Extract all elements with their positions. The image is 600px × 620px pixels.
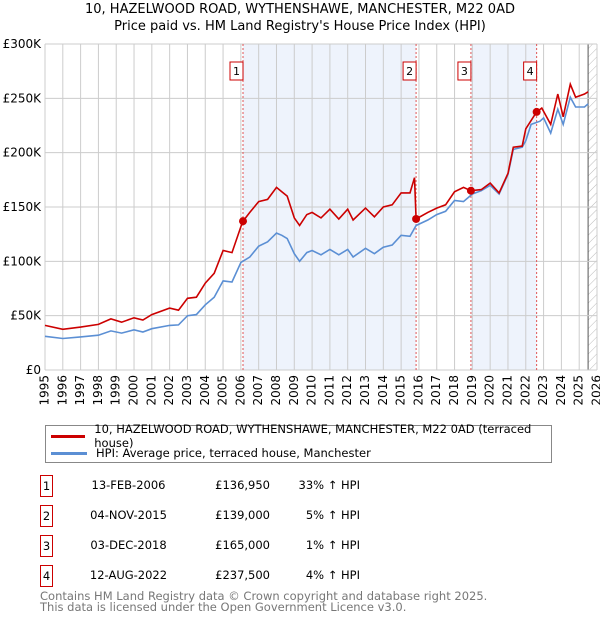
sale-point: [466, 186, 475, 195]
transaction-date: 13-FEB-2006: [91, 478, 166, 492]
transaction-hpi-change: 4% ↑ HPI: [305, 568, 360, 582]
y-tick-label: £300K: [3, 37, 43, 51]
x-tick-label: 1995: [38, 375, 52, 406]
y-tick-label: £100K: [3, 254, 43, 268]
x-tick-label: 2005: [216, 375, 230, 406]
red-line-swatch: [51, 434, 86, 438]
x-tick-label: 2017: [429, 375, 443, 406]
x-tick-label: 2016: [411, 375, 425, 406]
x-tick-label: 2015: [394, 375, 408, 406]
x-tick-label: 1997: [73, 375, 87, 406]
blue-line-swatch: [51, 451, 87, 455]
y-tick-label: £50K: [10, 309, 42, 323]
transaction-hpi-change: 1% ↑ HPI: [305, 538, 360, 552]
transaction-hpi-change: 33% ↑ HPI: [298, 478, 360, 492]
legend-item-property: 10, HAZELWOOD ROAD, WYTHENSHAWE, MANCHES…: [46, 422, 551, 450]
transaction-number-badge: 4: [40, 565, 53, 587]
footer-copyright: Contains HM Land Registry data © Crown c…: [40, 589, 488, 603]
x-tick-label: 2022: [518, 375, 532, 406]
transaction-row: 3 03-DEC-2018 £165,000 1% ↑ HPI: [40, 535, 440, 557]
chart-legend: 10, HAZELWOOD ROAD, WYTHENSHAWE, MANCHES…: [45, 422, 552, 463]
transaction-number-badge: 2: [40, 505, 53, 527]
sale-badge-box: [523, 61, 538, 81]
transaction-number-badge: 3: [40, 535, 53, 557]
x-tick-label: 2021: [500, 375, 514, 406]
y-tick-label: £0: [26, 363, 41, 377]
transaction-date: 03-DEC-2018: [90, 538, 167, 552]
x-tick-label: 2025: [572, 375, 586, 406]
transaction-number-badge: 1: [40, 475, 53, 497]
sale-badge-number: 3: [461, 65, 468, 78]
x-tick-label: 2003: [180, 375, 194, 406]
x-tick-label: 1999: [109, 375, 123, 406]
x-tick-label: 2004: [198, 375, 212, 406]
x-tick-label: 2008: [269, 375, 283, 406]
x-tick-label: 2000: [127, 375, 141, 406]
sale-badge-number: 2: [406, 65, 413, 78]
transaction-price: £165,000: [215, 538, 270, 552]
x-tick-label: 2007: [251, 375, 265, 406]
sale-badge-box: [457, 61, 472, 81]
transaction-date: 12-AUG-2022: [89, 568, 168, 582]
x-tick-label: 2026: [590, 375, 600, 406]
legend-item-hpi: HPI: Average price, terraced house, Manc…: [46, 445, 371, 461]
x-tick-label: 2001: [144, 375, 158, 406]
x-tick-label: 2019: [465, 375, 479, 406]
legend-label-property: 10, HAZELWOOD ROAD, WYTHENSHAWE, MANCHES…: [94, 422, 532, 450]
sale-badge-number: 1: [233, 65, 240, 78]
x-tick-label: 2013: [358, 375, 372, 406]
sale-badge-box: [402, 61, 417, 81]
sale-point: [239, 217, 248, 226]
y-tick-label: £150K: [3, 200, 43, 214]
x-tick-label: 1996: [55, 375, 69, 406]
price-chart: 1995 1996 1997 1998 1999 2000 2001 2002 2003 2004…: [3, 37, 600, 406]
x-tick-label: 2018: [447, 375, 461, 406]
y-tick-label: £200K: [3, 146, 43, 160]
transaction-price: £237,500: [215, 568, 270, 582]
legend-label-hpi: HPI: Average price, terraced house, Manc…: [96, 446, 371, 460]
x-tick-label: 2002: [162, 375, 176, 406]
chart-title: 10, HAZELWOOD ROAD, WYTHENSHAWE, MANCHES…: [85, 2, 515, 17]
x-tick-label: 2010: [305, 375, 319, 406]
transaction-price: £136,950: [215, 478, 270, 492]
sale-badge-number: 4: [527, 65, 534, 78]
sale-point: [412, 214, 421, 223]
sale-badge-box: [229, 61, 244, 81]
x-tick-label: 2009: [287, 375, 301, 406]
price-paid-line: [44, 81, 589, 331]
transaction-hpi-change: 5% ↑ HPI: [305, 508, 360, 522]
x-tick-label: 2011: [322, 375, 336, 406]
x-tick-label: 2012: [340, 375, 354, 406]
hpi-line: [44, 95, 589, 340]
chart-subtitle: Price paid vs. HM Land Registry's House …: [114, 19, 486, 34]
x-tick-label: 2023: [536, 375, 550, 406]
transaction-row: 2 04-NOV-2015 £139,000 5% ↑ HPI: [40, 505, 440, 527]
transaction-row: 4 12-AUG-2022 £237,500 4% ↑ HPI: [40, 565, 440, 587]
transaction-date: 04-NOV-2015: [90, 508, 167, 522]
x-tick-label: 2014: [376, 375, 390, 406]
transaction-price: £139,000: [215, 508, 270, 522]
x-tick-label: 1998: [91, 375, 105, 406]
x-tick-label: 2024: [554, 375, 568, 406]
y-tick-label: £250K: [3, 91, 43, 105]
x-tick-label: 2020: [483, 375, 497, 406]
x-tick-label: 2006: [233, 375, 247, 406]
transaction-row: 1 13-FEB-2006 £136,950 33% ↑ HPI: [40, 475, 440, 497]
footer-licence: This data is licensed under the Open Gov…: [40, 600, 407, 614]
sale-point: [532, 107, 541, 116]
